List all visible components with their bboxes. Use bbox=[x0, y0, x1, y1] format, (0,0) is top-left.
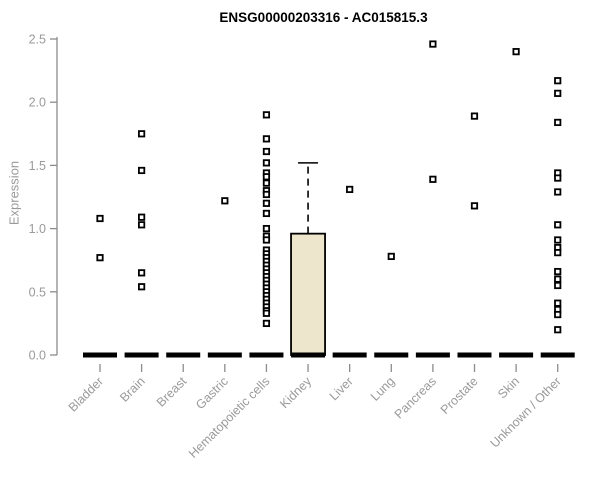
x-category-label: Prostate bbox=[438, 374, 481, 417]
data-point bbox=[554, 188, 562, 196]
median-bar bbox=[457, 352, 492, 358]
data-point bbox=[138, 213, 146, 221]
data-point bbox=[554, 281, 562, 290]
y-tick-label: 0.0 bbox=[29, 349, 46, 363]
median-bar bbox=[207, 352, 242, 358]
data-point bbox=[96, 214, 104, 223]
data-point bbox=[554, 326, 562, 334]
data-point bbox=[138, 269, 146, 277]
median-bar bbox=[332, 352, 367, 358]
data-point bbox=[262, 319, 271, 328]
data-point bbox=[387, 252, 395, 261]
data-point bbox=[554, 249, 562, 257]
data-point bbox=[138, 166, 146, 175]
x-category-label: Hematopoietic cells bbox=[186, 374, 273, 461]
data-point bbox=[554, 236, 562, 244]
y-tick-label: 1.0 bbox=[29, 222, 46, 236]
x-category-label: Liver bbox=[327, 374, 356, 403]
data-point bbox=[470, 202, 479, 210]
median-bar bbox=[415, 352, 450, 358]
data-point bbox=[554, 89, 562, 97]
data-point bbox=[554, 310, 562, 319]
data-point bbox=[262, 111, 271, 119]
median-bar bbox=[540, 352, 575, 358]
data-point bbox=[554, 118, 562, 127]
data-point bbox=[138, 130, 146, 138]
median-bar bbox=[249, 352, 284, 358]
data-point bbox=[262, 135, 271, 143]
x-category-label: Pancreas bbox=[392, 374, 439, 421]
data-point bbox=[470, 112, 479, 120]
data-point bbox=[512, 48, 520, 56]
data-point bbox=[429, 40, 437, 48]
data-point bbox=[262, 236, 271, 244]
data-point bbox=[346, 185, 354, 194]
data-point bbox=[138, 221, 146, 229]
y-tick-label: 1.5 bbox=[29, 159, 46, 173]
x-category-label: Kidney bbox=[277, 374, 314, 411]
data-point bbox=[262, 159, 271, 167]
data-point bbox=[262, 209, 271, 218]
x-category-label: Breast bbox=[154, 374, 190, 410]
y-tick-label: 0.5 bbox=[29, 285, 46, 299]
data-point bbox=[262, 147, 271, 156]
data-point bbox=[262, 309, 271, 317]
y-tick-label: 2.5 bbox=[29, 33, 46, 47]
data-point bbox=[262, 190, 271, 199]
data-point bbox=[262, 224, 271, 233]
data-point bbox=[138, 283, 146, 291]
y-tick-label: 2.0 bbox=[29, 96, 46, 110]
data-point bbox=[554, 221, 562, 229]
x-category-label: Brain bbox=[117, 374, 148, 405]
data-point bbox=[554, 267, 562, 276]
data-point bbox=[554, 174, 562, 182]
median-bar bbox=[374, 352, 409, 358]
data-point bbox=[554, 275, 562, 283]
box bbox=[290, 232, 326, 356]
median-bar bbox=[124, 352, 159, 358]
x-category-label: Lung bbox=[368, 374, 398, 404]
y-axis-label: Expression bbox=[6, 160, 22, 226]
x-category-label: Bladder bbox=[66, 374, 106, 414]
data-point bbox=[554, 299, 562, 307]
data-point bbox=[429, 175, 437, 183]
median-bar bbox=[83, 352, 117, 358]
data-point bbox=[262, 173, 271, 181]
x-category-label: Unknown / Other bbox=[488, 374, 564, 450]
data-point bbox=[262, 179, 271, 187]
median-bar bbox=[499, 352, 534, 358]
x-category-label: Gastric bbox=[193, 374, 231, 412]
data-point bbox=[221, 197, 229, 205]
data-point bbox=[96, 254, 104, 262]
x-category-label: Skin bbox=[495, 374, 522, 401]
chart-title: ENSG00000203316 - AC015815.3 bbox=[219, 10, 428, 25]
data-point bbox=[554, 77, 562, 85]
median-bar bbox=[291, 352, 326, 358]
median-bar bbox=[166, 352, 201, 358]
data-point bbox=[262, 199, 271, 207]
